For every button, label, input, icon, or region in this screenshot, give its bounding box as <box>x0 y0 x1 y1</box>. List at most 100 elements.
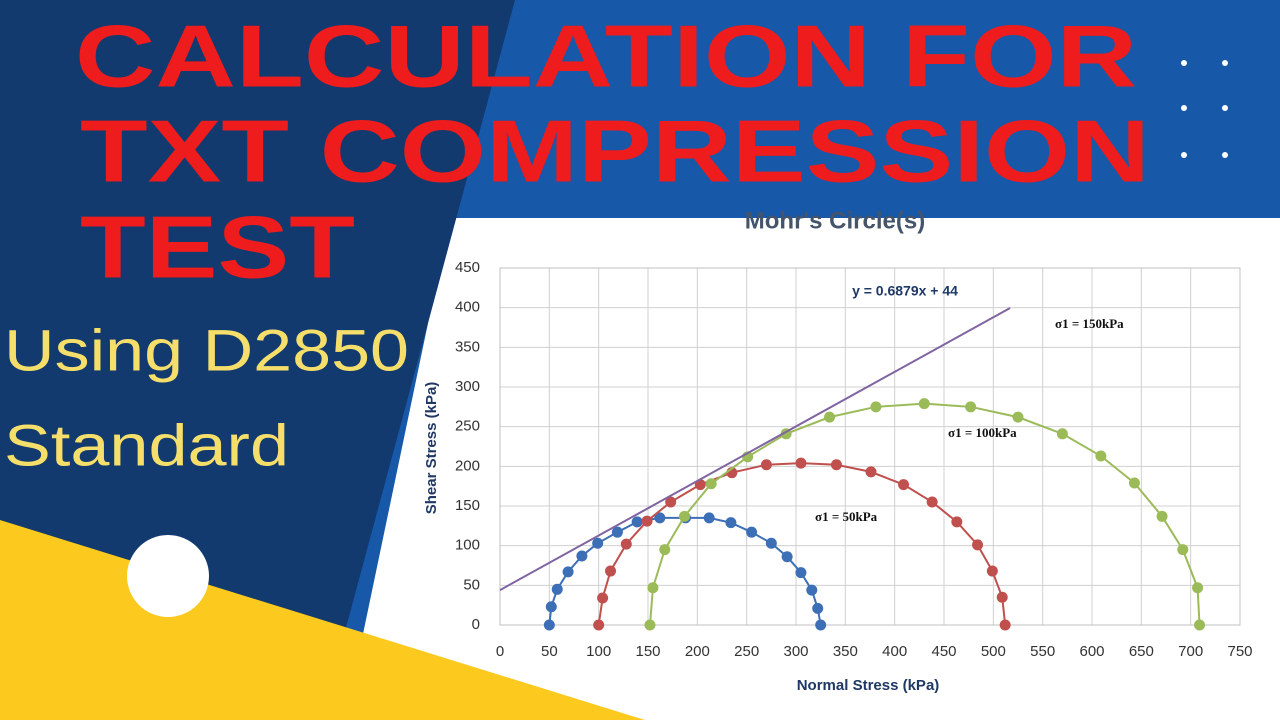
point <box>824 411 836 423</box>
chart-panel <box>345 218 1280 720</box>
white-circle <box>127 535 209 617</box>
point <box>765 537 777 549</box>
point <box>665 496 677 508</box>
point <box>795 567 807 579</box>
y-tick-label: 0 <box>472 616 480 633</box>
titles: CALCULATION FOR TXT COMPRESSION TEST Usi… <box>4 6 1150 478</box>
x-tick-label: 600 <box>1079 643 1104 660</box>
point <box>647 582 659 594</box>
y-tick-label: 300 <box>455 378 480 395</box>
point <box>898 479 910 491</box>
point <box>620 538 632 550</box>
point <box>1056 428 1068 440</box>
point <box>545 601 557 613</box>
y-tick-label: 450 <box>455 259 480 276</box>
x-tick-label: 300 <box>783 643 808 660</box>
y-tick-label: 50 <box>463 576 480 593</box>
point <box>865 466 877 478</box>
y-tick-label: 250 <box>455 418 480 435</box>
point <box>1192 582 1204 594</box>
series-label: σ1 = 100kPa <box>948 425 1017 440</box>
y-tick-label: 200 <box>455 457 480 474</box>
point <box>795 457 807 469</box>
x-tick-label: 500 <box>981 643 1006 660</box>
point <box>659 544 671 556</box>
x-tick-label: 250 <box>734 643 759 660</box>
x-tick-label: 750 <box>1227 643 1252 660</box>
point <box>705 478 717 490</box>
point <box>593 619 605 631</box>
title-line: CALCULATION FOR <box>75 6 1137 105</box>
trendline <box>499 307 1011 591</box>
subtitle-line: Using D2850 <box>4 318 409 383</box>
left-panel <box>0 0 515 720</box>
y-axis-label: Shear Stress (kPa) <box>423 382 440 515</box>
x-tick-label: 400 <box>882 643 907 660</box>
x-tick-label: 150 <box>635 643 660 660</box>
point <box>605 565 617 577</box>
point <box>641 515 653 527</box>
x-tick-label: 0 <box>496 643 504 660</box>
x-tick-label: 550 <box>1030 643 1055 660</box>
point <box>926 496 938 508</box>
point <box>999 619 1011 631</box>
point <box>965 401 977 413</box>
point <box>870 401 882 413</box>
trendline-label: y = 0.6879x + 44 <box>852 283 958 299</box>
point <box>1156 510 1168 522</box>
x-tick-label: 200 <box>685 643 710 660</box>
subtitle-line: Standard <box>4 413 289 478</box>
point <box>576 550 588 562</box>
x-tick-label: 700 <box>1178 643 1203 660</box>
series-label: σ1 = 150kPa <box>1055 316 1124 331</box>
y-tick-label: 400 <box>455 299 480 316</box>
point <box>830 459 842 471</box>
point <box>1128 477 1140 489</box>
x-axis-label: Normal Stress (kPa) <box>797 677 940 694</box>
point <box>951 516 963 528</box>
point <box>703 512 715 524</box>
point <box>781 551 793 563</box>
point <box>611 526 623 538</box>
x-tick-label: 650 <box>1129 643 1154 660</box>
point <box>1095 450 1107 462</box>
point <box>812 602 824 614</box>
point <box>551 583 563 595</box>
point <box>996 591 1008 603</box>
chart: Mohr's Circle(s) Normal Stress (kPa) She… <box>423 207 1253 694</box>
dot-grid <box>1181 60 1228 158</box>
point <box>986 565 998 577</box>
point <box>918 398 930 410</box>
series-label: σ1 = 50kPa <box>815 509 878 524</box>
point <box>679 510 691 522</box>
point <box>746 526 758 538</box>
chart-title: Mohr's Circle(s) <box>745 207 925 234</box>
point <box>543 619 555 631</box>
point <box>815 619 827 631</box>
point <box>1194 619 1206 631</box>
point <box>1177 544 1189 556</box>
point <box>597 592 609 604</box>
y-tick-label: 150 <box>455 497 480 514</box>
point <box>562 566 574 578</box>
plot-border <box>499 267 1241 626</box>
x-tick-label: 450 <box>931 643 956 660</box>
point <box>654 512 666 524</box>
point <box>725 517 737 529</box>
point <box>592 537 604 549</box>
x-tick-label: 350 <box>833 643 858 660</box>
y-tick-label: 100 <box>455 537 480 554</box>
point <box>1012 411 1024 423</box>
x-tick-label: 50 <box>541 643 558 660</box>
point <box>644 619 656 631</box>
point <box>972 539 984 551</box>
y-tick-label: 350 <box>455 338 480 355</box>
point <box>760 459 772 471</box>
x-tick-label: 100 <box>586 643 611 660</box>
title-line: TEST <box>80 197 355 296</box>
point <box>631 516 643 528</box>
point <box>806 584 818 596</box>
title-line: TXT COMPRESSION <box>80 101 1150 200</box>
